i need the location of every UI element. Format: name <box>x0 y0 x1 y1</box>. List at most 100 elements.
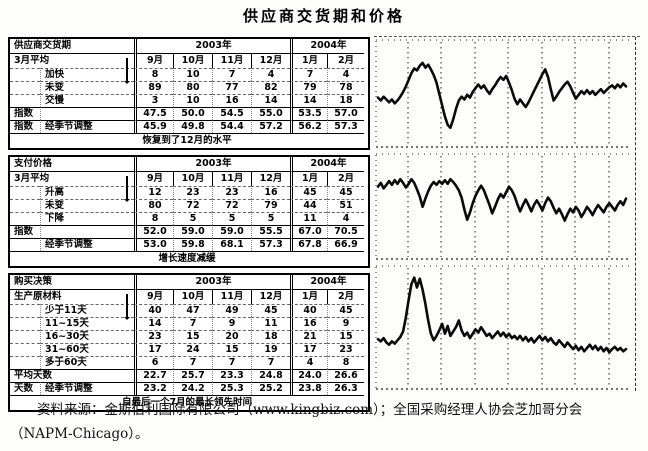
month-header: 2月 <box>327 171 364 186</box>
range-arrow-icon <box>124 294 130 320</box>
table-buying-policy: 购买决策 2003年 2004年 生产原材料 9月 10月 11月 12月 1月 2月 少于11天 4… <box>8 273 370 412</box>
year-header-2004: 2004年 <box>290 39 364 53</box>
table-value: 23 <box>212 186 251 199</box>
month-header: 12月 <box>251 53 290 68</box>
table-value: 15 <box>212 343 251 356</box>
row-label: 下降 <box>40 212 134 225</box>
table-2-note: 自最后一个7月的最长领先时间 <box>10 395 364 410</box>
source-line-1: 资料来源：金斯伯利国际有限公司（www.kingbiz.com）；全国采购经理人… <box>37 402 583 418</box>
table-2-title: 购买决策 <box>14 276 53 287</box>
table-value: 57.3 <box>327 120 364 133</box>
month-header: 9月 <box>134 53 173 68</box>
month-header: 9月 <box>134 289 173 304</box>
source-line-2: （NAPM-Chicago）。 <box>10 426 149 442</box>
table-value: 89 <box>134 81 173 94</box>
table-value: 45.9 <box>134 120 173 133</box>
table-value: 26.3 <box>327 382 364 395</box>
table-value: 7 <box>212 356 251 369</box>
table-value: 26.6 <box>327 369 364 382</box>
table-value: 55.0 <box>251 107 290 120</box>
range-arrow-icon <box>124 176 130 202</box>
table-value: 7 <box>251 356 290 369</box>
row-label-left <box>10 343 40 356</box>
table-1-title: 支付价格 <box>14 158 53 169</box>
table-value: 16 <box>290 317 327 330</box>
table-value: 10 <box>173 68 212 81</box>
row-label: 16~30天 <box>40 330 134 343</box>
month-header: 11月 <box>212 171 251 186</box>
table-value: 9 <box>327 317 364 330</box>
table-value: 40 <box>290 304 327 317</box>
month-header: 10月 <box>173 289 212 304</box>
table-value: 79 <box>290 81 327 94</box>
table-value: 47.5 <box>134 107 173 120</box>
table-value: 24.8 <box>251 369 290 382</box>
table-value: 59.0 <box>212 225 251 238</box>
row-label-left: 指数 <box>10 120 40 133</box>
month-header: 1月 <box>290 171 327 186</box>
page-title: 供应商交货期和价格 <box>242 7 405 25</box>
table-value: 23.8 <box>290 382 327 395</box>
table-0-sub-label: 3月平均 <box>10 53 134 84</box>
table-2-sub-label: 生产原材料 <box>10 289 134 320</box>
table-value: 49.8 <box>173 120 212 133</box>
month-header: 11月 <box>212 289 251 304</box>
table-value: 80 <box>134 199 173 212</box>
table-value: 78 <box>327 81 364 94</box>
table-value: 51 <box>327 199 364 212</box>
table-value: 23 <box>327 343 364 356</box>
year-header-2003: 2003年 <box>134 275 290 289</box>
row-label: 加快 <box>40 68 134 81</box>
row-label-left: 指数 <box>10 225 40 238</box>
table-value: 16 <box>251 186 290 199</box>
table-value: 52.0 <box>134 225 173 238</box>
row-label: 经季节调整 <box>40 120 134 133</box>
table-value: 8 <box>327 356 364 369</box>
table-value: 72 <box>173 199 212 212</box>
table-value: 10 <box>173 94 212 107</box>
table-value: 67.8 <box>290 238 327 251</box>
table-value: 50.0 <box>173 107 212 120</box>
table-value: 59.0 <box>173 225 212 238</box>
table-value: 72 <box>212 199 251 212</box>
year-header-2003: 2003年 <box>134 39 290 53</box>
table-value: 25.3 <box>212 382 251 395</box>
table-value: 7 <box>173 356 212 369</box>
table-value: 77 <box>212 81 251 94</box>
table-value: 45 <box>290 186 327 199</box>
year-header-2003: 2003年 <box>134 157 290 171</box>
table-value: 53.0 <box>134 238 173 251</box>
row-label-left <box>10 94 40 107</box>
row-label-left <box>10 212 40 225</box>
table-value: 14 <box>290 94 327 107</box>
table-value: 11 <box>251 317 290 330</box>
row-label: 升高 <box>40 186 134 199</box>
table-value: 3 <box>134 94 173 107</box>
table-value: 68.1 <box>212 238 251 251</box>
table-value: 19 <box>251 343 290 356</box>
lead-time-trend-line <box>376 276 628 354</box>
table-value: 7 <box>173 317 212 330</box>
table-value: 12 <box>134 186 173 199</box>
row-label: 平均天数 <box>10 369 134 382</box>
table-value: 17 <box>134 343 173 356</box>
table-value: 47 <box>173 304 212 317</box>
row-label-left <box>10 186 40 199</box>
month-header: 12月 <box>251 289 290 304</box>
table-value: 21 <box>290 330 327 343</box>
row-label: 多于60天 <box>40 356 134 369</box>
table-value: 20 <box>212 330 251 343</box>
chart-prices-paid-trend <box>374 153 634 261</box>
table-value: 4 <box>251 68 290 81</box>
month-header: 9月 <box>134 171 173 186</box>
range-arrow-icon <box>124 58 130 84</box>
table-value: 45 <box>251 304 290 317</box>
table-1-note: 增长速度减缓 <box>10 251 364 266</box>
row-label: 未变 <box>40 81 134 94</box>
table-value: 80 <box>173 81 212 94</box>
table-1-sub-label: 3月平均 <box>10 171 134 202</box>
table-value: 59.8 <box>173 238 212 251</box>
table-value: 40 <box>134 304 173 317</box>
row-label: 交慢 <box>40 94 134 107</box>
month-header: 10月 <box>173 53 212 68</box>
